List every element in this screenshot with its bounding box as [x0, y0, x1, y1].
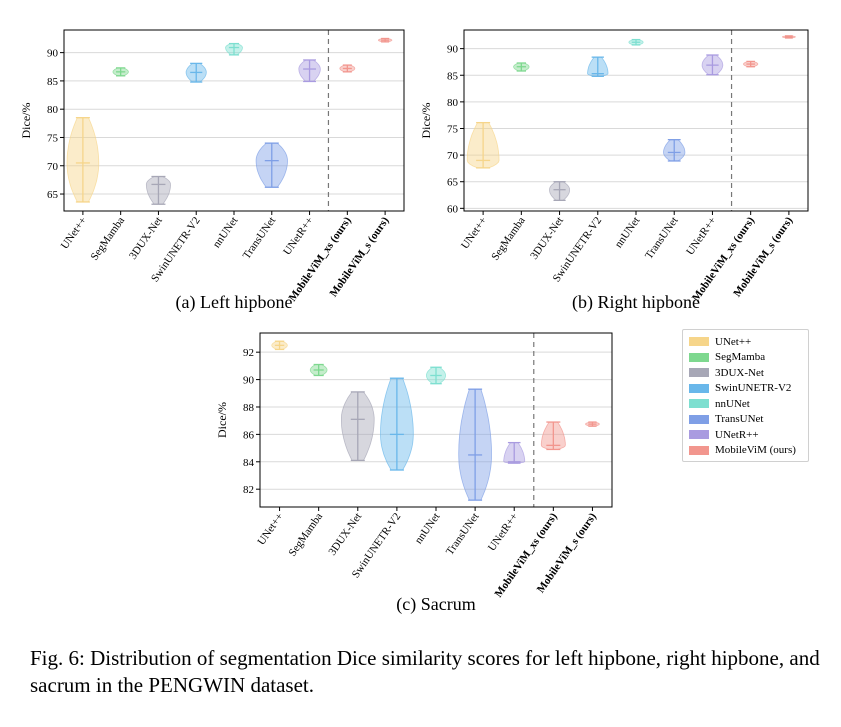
legend-item: UNet++	[689, 335, 751, 348]
y-tick-label: 88	[243, 402, 255, 414]
legend-item: nnUNet	[689, 397, 750, 410]
legend-swatch	[689, 383, 709, 393]
y-axis-label: Dice/%	[19, 103, 33, 139]
figure-caption: Fig. 6: Distribution of segmentation Dic…	[30, 646, 820, 697]
legend-label: UNetR++	[715, 428, 759, 441]
x-tick-label: nnUNet	[613, 215, 643, 250]
x-tick-label: 3DUX-Net	[528, 215, 566, 262]
y-tick-label: 75	[447, 123, 459, 135]
legend-item: SwinUNETR-V2	[689, 382, 791, 395]
legend-swatch	[689, 445, 709, 455]
y-axis-label: Dice/%	[215, 402, 229, 438]
x-tick-label: UNet++	[255, 511, 286, 548]
chart-subtitle: (b) Right hipbone	[572, 292, 700, 313]
x-tick-label: SegMamba	[89, 215, 128, 263]
legend-label: 3DUX-Net	[715, 366, 764, 379]
legend-label: SegMamba	[715, 351, 766, 363]
legend-swatch	[689, 352, 709, 362]
legend-label: nnUNet	[715, 397, 750, 410]
x-tick-label: UNet++	[459, 215, 490, 252]
plot-frame	[63, 29, 405, 212]
y-tick-label: 86	[243, 429, 255, 441]
legend-item: MobileViM (ours)	[689, 444, 796, 457]
legend-label: SwinUNETR-V2	[715, 382, 792, 394]
legend-item: UNetR++	[689, 428, 759, 441]
chart-subtitle: (a) Left hipbone	[176, 292, 293, 313]
y-tick-label: 70	[47, 161, 59, 173]
legend-swatch	[689, 337, 709, 346]
chart-subtitle: (c) Sacrum	[396, 594, 475, 615]
y-tick-label: 90	[447, 44, 459, 56]
x-tick-label: UNetR++	[684, 215, 719, 258]
x-tick-label: nnUNet	[211, 215, 241, 250]
y-tick-label: 60	[447, 203, 459, 215]
legend-item: TransUNet	[689, 413, 764, 426]
y-axis-label: Dice/%	[419, 103, 433, 139]
y-tick-label: 85	[447, 70, 459, 82]
legend-label: MobileViM (ours)	[715, 444, 796, 456]
x-tick-label: SegMamba	[287, 511, 326, 559]
y-tick-label: 90	[243, 375, 255, 387]
plot-frame	[463, 29, 809, 212]
y-tick-label: 80	[47, 104, 59, 116]
y-tick-label: 92	[243, 347, 254, 359]
legend-swatch	[689, 430, 709, 439]
x-tick-label: nnUNet	[413, 511, 443, 546]
chart-legend: UNet++ SegMamba 3DUX-Net SwinUNETR-V2 nnUNet…	[682, 329, 809, 462]
y-tick-label: 90	[47, 48, 59, 60]
x-tick-label: TransUNet	[643, 215, 681, 262]
legend-swatch	[689, 399, 709, 408]
x-tick-label: UNet++	[59, 215, 90, 252]
y-tick-label: 65	[447, 177, 459, 189]
x-tick-label: 3DUX-Net	[326, 511, 364, 558]
legend-label: TransUNet	[715, 413, 764, 425]
x-tick-label: UNetR++	[281, 215, 316, 258]
y-tick-label: 84	[243, 457, 255, 469]
y-tick-label: 82	[243, 484, 254, 496]
legend-swatch	[689, 414, 709, 424]
x-tick-label: UNetR++	[486, 511, 521, 554]
legend-item: 3DUX-Net	[689, 366, 764, 379]
y-tick-label: 85	[47, 76, 59, 88]
legend-swatch	[689, 368, 709, 377]
x-tick-label: 3DUX-Net	[127, 215, 165, 262]
y-tick-label: 80	[447, 97, 459, 109]
y-tick-label: 75	[47, 132, 59, 144]
legend-item: SegMamba	[689, 351, 765, 364]
legend-label: UNet++	[715, 335, 752, 348]
plot-frame	[259, 332, 613, 508]
y-tick-label: 70	[447, 150, 459, 162]
y-tick-label: 65	[47, 189, 59, 201]
x-tick-label: TransUNet	[444, 511, 482, 558]
x-tick-label: TransUNet	[241, 215, 279, 262]
x-tick-label: SegMamba	[489, 215, 528, 263]
